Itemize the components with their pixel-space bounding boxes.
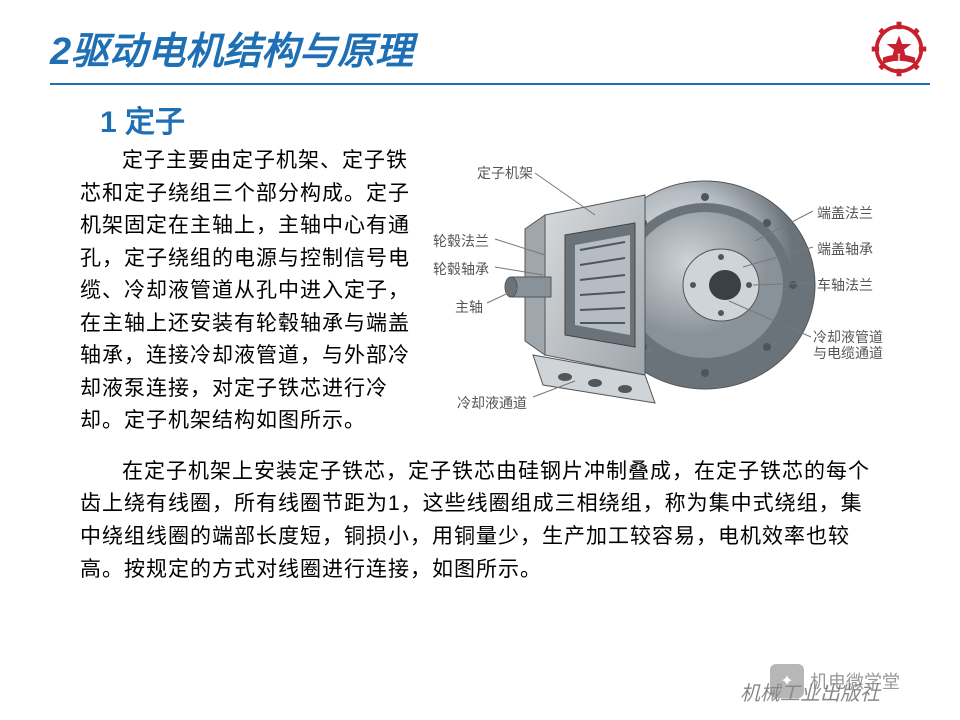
gear-book-logo-icon <box>868 18 930 80</box>
diagram-label: 定子机架 <box>477 163 533 183</box>
diagram-label: 主轴 <box>455 297 483 317</box>
wechat-icon: ✦ <box>770 664 804 698</box>
watermark: ✦ 机电微学堂 <box>770 664 900 698</box>
stator-diagram: 定子机架 轮毂法兰 轮毂轴承 主轴 冷却液通道 端盖法兰 端盖轴承 车轴法兰 冷… <box>425 145 880 425</box>
content-row: 定子主要由定子机架、定子铁芯和定子绕组三个部分构成。定子机架固定在主轴上，主轴中… <box>0 145 960 438</box>
section-subtitle: 1 定子 <box>100 97 960 141</box>
diagram-label: 车轴法兰 <box>817 275 873 295</box>
paragraph-1: 定子主要由定子机架、定子铁芯和定子绕组三个部分构成。定子机架固定在主轴上，主轴中… <box>80 145 415 438</box>
diagram-label: 轮毂法兰 <box>433 231 489 251</box>
paragraph-2: 在定子机架上安装定子铁芯，定子铁芯由硅钢片冲制叠成，在定子铁芯的每个齿上绕有线圈… <box>0 438 960 586</box>
diagram-label: 端盖轴承 <box>817 239 873 259</box>
diagram-label: 与电缆通道 <box>813 343 883 363</box>
watermark-text: 机电微学堂 <box>810 668 900 694</box>
page-title: 2驱动电机结构与原理 <box>50 20 910 75</box>
header: 2驱动电机结构与原理 <box>0 0 960 85</box>
diagram-label: 端盖法兰 <box>817 203 873 223</box>
title-underline <box>50 83 930 85</box>
diagram-label: 冷却液通道 <box>457 393 527 413</box>
diagram-label: 轮毂轴承 <box>433 259 489 279</box>
